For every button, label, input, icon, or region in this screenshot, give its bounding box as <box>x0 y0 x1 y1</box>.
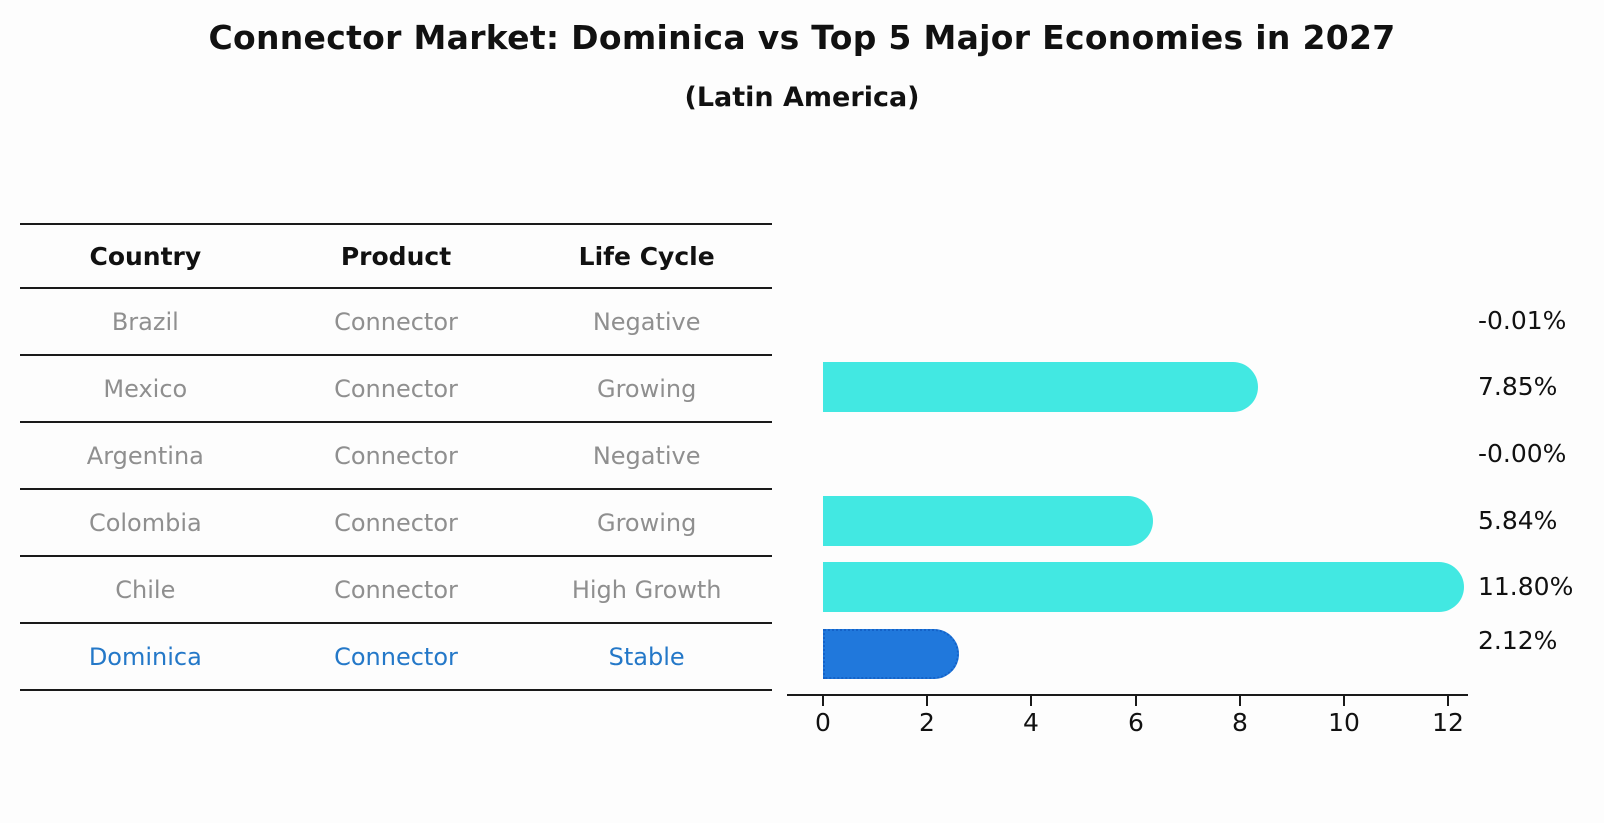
table-row-brazil: Brazil Connector Negative <box>20 289 772 356</box>
x-axis-tick-label: 6 <box>1128 708 1144 737</box>
table-row-chile: Chile Connector High Growth <box>20 557 772 624</box>
value-label-mexico: 7.85% <box>1478 372 1558 401</box>
cell-product: Connector <box>334 307 458 336</box>
x-axis-tick <box>1239 696 1241 706</box>
x-axis-tick <box>1343 696 1345 706</box>
cell-country: Brazil <box>111 307 179 336</box>
cell-country: Colombia <box>88 508 202 537</box>
bar-chile <box>823 562 1464 612</box>
cell-life-cycle: High Growth <box>571 575 722 604</box>
value-label-colombia: 5.84% <box>1478 506 1558 535</box>
bar-mexico <box>823 362 1258 412</box>
cell-life-cycle: Growing <box>596 508 697 537</box>
x-axis-tick <box>1030 696 1032 706</box>
x-axis-tick-label: 0 <box>815 708 831 737</box>
value-label-argentina: -0.00% <box>1478 439 1567 468</box>
value-label-brazil: -0.01% <box>1478 306 1567 335</box>
x-axis-line <box>787 694 1468 696</box>
chart-subtitle: (Latin America) <box>684 82 920 113</box>
cell-product: Connector <box>334 374 458 403</box>
x-axis-tick-label: 2 <box>919 708 935 737</box>
table-row-argentina: Argentina Connector Negative <box>20 423 772 490</box>
x-axis-tick <box>1135 696 1137 706</box>
x-axis-tick-label: 8 <box>1232 708 1248 737</box>
x-axis-tick <box>926 696 928 706</box>
cell-life-cycle: Negative <box>592 307 701 336</box>
cell-country: Mexico <box>103 374 188 403</box>
value-label-dominica: 2.12% <box>1478 626 1558 655</box>
cell-life-cycle: Stable <box>608 642 685 671</box>
cell-product: Connector <box>334 642 458 671</box>
bar-dominica <box>823 629 960 679</box>
table-header-row: Country Product Life Cycle <box>20 223 772 289</box>
table-row-dominica: Dominica Connector Stable <box>20 624 772 691</box>
x-axis-tick <box>822 696 824 706</box>
bar-colombia <box>823 496 1154 546</box>
x-axis-tick-label: 10 <box>1328 708 1360 737</box>
x-axis-tick <box>1447 696 1449 706</box>
comparison-table: Country Product Life Cycle Brazil Connec… <box>20 223 772 691</box>
x-axis-tick-label: 12 <box>1432 708 1464 737</box>
chart-title: Connector Market: Dominica vs Top 5 Majo… <box>208 18 1396 57</box>
column-header-country: Country <box>89 241 202 271</box>
table-row-colombia: Colombia Connector Growing <box>20 490 772 557</box>
cell-life-cycle: Negative <box>592 441 701 470</box>
column-header-life-cycle: Life Cycle <box>578 241 715 271</box>
column-header-product: Product <box>340 241 452 271</box>
cell-country: Chile <box>115 575 176 604</box>
value-label-chile: 11.80% <box>1478 572 1574 601</box>
cell-product: Connector <box>334 575 458 604</box>
cell-product: Connector <box>334 441 458 470</box>
x-axis-tick-label: 4 <box>1023 708 1039 737</box>
cell-country: Argentina <box>86 441 204 470</box>
cell-country: Dominica <box>88 642 202 671</box>
table-row-mexico: Mexico Connector Growing <box>20 356 772 423</box>
cell-product: Connector <box>334 508 458 537</box>
cell-life-cycle: Growing <box>596 374 697 403</box>
